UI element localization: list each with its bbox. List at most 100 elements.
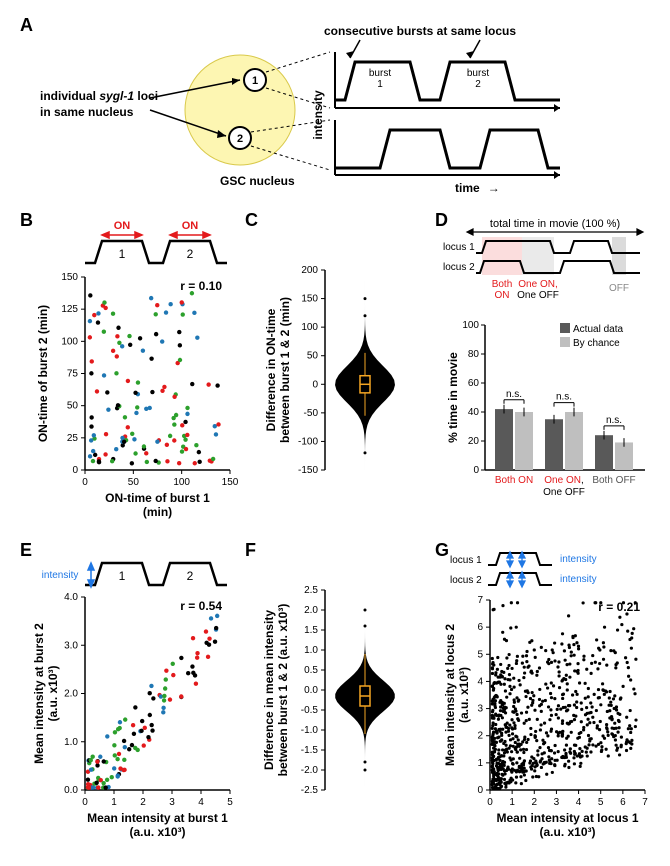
- panel-D: total time in movie (100 %) locus 1 locu…: [440, 215, 665, 525]
- panelA-title: consecutive bursts at same locus: [324, 24, 516, 38]
- panel-C: -150-100-50050100150200Difference in ON-…: [255, 215, 430, 525]
- svg-text:150: 150: [222, 477, 239, 488]
- sygl-text-2: in same nucleus: [40, 105, 134, 119]
- svg-text:150: 150: [301, 294, 318, 305]
- svg-text:0: 0: [473, 465, 479, 476]
- svg-text:-0.5: -0.5: [301, 705, 319, 716]
- svg-text:150: 150: [61, 272, 78, 283]
- svg-text:200: 200: [301, 265, 318, 276]
- panelB-r: r = 0.10: [180, 279, 222, 293]
- sygl-text: individual sygl-1 loci: [40, 89, 158, 103]
- panelB-on1: ON: [114, 220, 131, 232]
- panelB-n2: 2: [187, 247, 194, 261]
- svg-text:4: 4: [576, 797, 582, 808]
- panelD-title: total time in movie (100 %): [490, 218, 620, 230]
- svg-text:-150: -150: [298, 465, 318, 476]
- svg-text:6: 6: [620, 797, 626, 808]
- svg-text:between burst 1 & 2 (min): between burst 1 & 2 (min): [278, 297, 292, 443]
- svg-text:25: 25: [67, 433, 79, 444]
- svg-text:-2.0: -2.0: [301, 765, 319, 776]
- svg-text:between burst 1 & 2 (a.u. x10³: between burst 1 & 2 (a.u. x10³): [276, 604, 290, 777]
- svg-text:4: 4: [477, 676, 483, 687]
- svg-text:0.5: 0.5: [304, 665, 318, 676]
- svg-text:125: 125: [61, 304, 78, 315]
- figure-root: A B C D E F G consecutive bursts at same…: [10, 10, 660, 856]
- panelD-locus2: locus 2: [443, 262, 475, 273]
- svg-text:Mean intensity at locus 2: Mean intensity at locus 2: [443, 624, 457, 766]
- panel-E: 1 2 intensity 0123450.01.02.03.04.0Mean …: [30, 545, 245, 855]
- svg-text:1.5: 1.5: [304, 625, 318, 636]
- panelE-n1: 1: [119, 569, 126, 583]
- svg-text:50: 50: [307, 351, 319, 362]
- burst-trace-2: [335, 130, 560, 168]
- svg-text:1: 1: [509, 797, 515, 808]
- panel-B: 1 2 ON ON 0501001500255075100125150ON-ti…: [30, 215, 245, 525]
- panel-G: locus 1 locus 2 intensity intensity 0123…: [440, 545, 665, 855]
- svg-text:2.5: 2.5: [304, 585, 318, 596]
- svg-text:Mean intensity at burst 1: Mean intensity at burst 1: [87, 811, 228, 825]
- panel-F: -2.5-2.0-1.5-1.0-0.50.00.51.01.52.02.5Di…: [255, 545, 430, 855]
- panel-E-plot: 0123450.01.02.03.04.0Mean intensity at b…: [32, 592, 233, 839]
- panelG-r: r = 0.21: [598, 600, 640, 614]
- svg-text:1.0: 1.0: [64, 737, 78, 748]
- svg-text:2: 2: [140, 797, 146, 808]
- panelE-int: intensity: [42, 570, 79, 581]
- panelA-ylab: intensity: [311, 90, 325, 140]
- svg-text:1: 1: [477, 758, 483, 769]
- burst1-label: burst: [369, 68, 391, 79]
- svg-text:% time in movie: % time in movie: [446, 352, 460, 443]
- svg-text:1: 1: [111, 797, 117, 808]
- burst2-num: 2: [475, 79, 481, 90]
- d-oneoff: One OFF: [517, 290, 559, 301]
- svg-text:3: 3: [477, 704, 483, 715]
- svg-text:n.s.: n.s.: [606, 415, 622, 426]
- svg-text:(a.u. x10³): (a.u. x10³): [46, 665, 60, 721]
- svg-text:5: 5: [598, 797, 604, 808]
- svg-text:Difference in ON-time: Difference in ON-time: [264, 308, 278, 431]
- d-oneon: One ON,: [518, 279, 557, 290]
- panel-F-plot: -2.5-2.0-1.5-1.0-0.50.00.51.01.52.02.5Di…: [262, 585, 395, 796]
- panelB-on2: ON: [182, 220, 199, 232]
- svg-text:75: 75: [67, 369, 79, 380]
- svg-text:-50: -50: [304, 408, 319, 419]
- svg-text:0.0: 0.0: [64, 785, 78, 796]
- panelE-n2: 2: [187, 569, 194, 583]
- svg-text:7: 7: [477, 595, 483, 606]
- panelB-n1: 1: [119, 247, 126, 261]
- nucleus-label: GSC nucleus: [220, 174, 295, 188]
- svg-text:7: 7: [642, 797, 648, 808]
- svg-text:One OFF: One OFF: [543, 487, 585, 498]
- svg-text:80: 80: [468, 349, 480, 360]
- svg-text:50: 50: [67, 401, 79, 412]
- svg-text:(min): (min): [143, 505, 172, 519]
- svg-text:3: 3: [554, 797, 560, 808]
- svg-text:100: 100: [462, 320, 479, 331]
- svg-text:4: 4: [198, 797, 204, 808]
- svg-text:0: 0: [82, 477, 88, 488]
- panelD-locus1: locus 1: [443, 242, 475, 253]
- svg-text:100: 100: [61, 336, 78, 347]
- svg-text:n.s.: n.s.: [506, 389, 522, 400]
- svg-text:Both OFF: Both OFF: [592, 475, 635, 486]
- svg-text:1.0: 1.0: [304, 645, 318, 656]
- burst1-num: 1: [377, 79, 383, 90]
- svg-text:Both ON: Both ON: [495, 475, 533, 486]
- svg-text:60: 60: [468, 378, 480, 389]
- locus-1-marker: 1: [252, 75, 258, 87]
- svg-text:(a.u. x10³): (a.u. x10³): [539, 825, 595, 839]
- panelG-locus2: locus 2: [450, 575, 482, 586]
- svg-text:By chance: By chance: [573, 338, 620, 349]
- svg-text:ON-time of burst 2 (min): ON-time of burst 2 (min): [36, 305, 50, 442]
- locus-2-marker: 2: [237, 133, 243, 145]
- svg-text:50: 50: [128, 477, 140, 488]
- d-bothon2: ON: [495, 290, 510, 301]
- svg-text:2: 2: [532, 797, 538, 808]
- svg-text:0: 0: [72, 465, 78, 476]
- burst2-label: burst: [467, 68, 489, 79]
- panel-A-label: A: [20, 15, 33, 36]
- svg-text:-2.5: -2.5: [301, 785, 319, 796]
- d-off: OFF: [609, 283, 629, 294]
- svg-text:100: 100: [301, 322, 318, 333]
- d-bothon1: Both: [492, 279, 513, 290]
- panel-B-plot: 0501001500255075100125150ON-time of burs…: [36, 272, 239, 519]
